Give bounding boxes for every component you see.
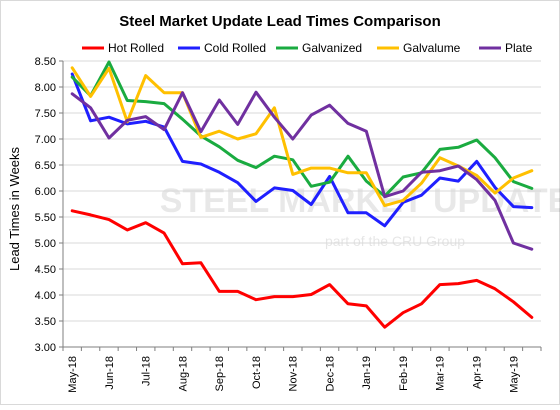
x-tick-label: May-18 bbox=[67, 356, 79, 393]
x-tick-label: Aug-18 bbox=[177, 356, 189, 391]
y-tick-label: 8.50 bbox=[35, 56, 56, 68]
legend-label-cold-rolled: Cold Rolled bbox=[204, 41, 266, 55]
y-tick-label: 3.00 bbox=[35, 342, 56, 354]
x-tick-label: May-19 bbox=[508, 356, 520, 393]
series-line-cold-rolled bbox=[70, 72, 534, 228]
x-axis: May-18 Jun-18 Jul-18 Aug-18 Sep-18 Oct-18 Nov-… bbox=[62, 346, 542, 393]
legend-label-galvalume: Galvalume bbox=[403, 41, 461, 55]
x-tick-label: Jan-19 bbox=[361, 356, 373, 390]
x-tick-label: Nov-18 bbox=[288, 356, 300, 391]
series-line-galvalume bbox=[70, 66, 534, 208]
legend: Hot Rolled Cold Rolled Galvanized Galvalume… bbox=[82, 41, 533, 55]
x-tick-label: Feb-19 bbox=[398, 356, 410, 391]
y-axis: 3.00 3.50 4.00 4.50 5.00 5.50 6.00 6.50 7.00 7.50… bbox=[35, 56, 64, 354]
series-lines bbox=[70, 60, 534, 329]
y-tick-label: 7.50 bbox=[35, 108, 56, 120]
x-tick-label: Dec-18 bbox=[324, 356, 336, 391]
y-tick-label: 3.50 bbox=[35, 316, 56, 328]
x-tick-label: Mar-19 bbox=[435, 356, 447, 391]
y-tick-label: 6.50 bbox=[35, 160, 56, 172]
y-tick-label: 6.00 bbox=[35, 186, 56, 198]
y-tick-label: 8.00 bbox=[35, 82, 56, 94]
series-line-hot-rolled bbox=[70, 209, 534, 329]
gridlines bbox=[63, 60, 541, 348]
y-tick-label: 5.50 bbox=[35, 212, 56, 224]
series-line-galvanized bbox=[70, 60, 534, 198]
y-tick-label: 7.00 bbox=[35, 134, 56, 146]
y-tick-label: 5.00 bbox=[35, 238, 56, 250]
chart-title: Steel Market Update Lead Times Compariso… bbox=[119, 13, 440, 30]
y-tick-label: 4.50 bbox=[35, 264, 56, 276]
y-axis-label: Lead Times in Weeks bbox=[7, 146, 22, 271]
x-tick-label: Apr-19 bbox=[472, 356, 484, 389]
x-tick-label: Jul-18 bbox=[141, 356, 153, 386]
series-line-plate bbox=[70, 90, 534, 251]
watermark-sub-text: part of the CRU Group bbox=[325, 233, 465, 249]
x-tick-label: Jun-18 bbox=[104, 356, 116, 390]
x-tick-label: Sep-18 bbox=[214, 356, 226, 391]
legend-label-hot-rolled: Hot Rolled bbox=[108, 41, 164, 55]
legend-label-galvanized: Galvanized bbox=[302, 41, 362, 55]
legend-label-plate: Plate bbox=[505, 41, 533, 55]
x-tick-label: Oct-18 bbox=[251, 356, 263, 389]
y-tick-label: 4.00 bbox=[35, 290, 56, 302]
